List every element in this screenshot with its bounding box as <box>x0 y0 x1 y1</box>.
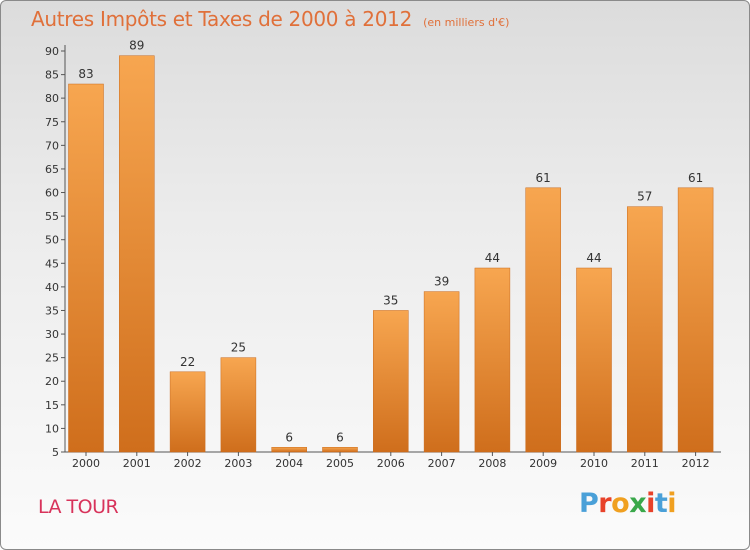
bar <box>119 55 155 453</box>
bar-value-label: 35 <box>383 293 398 307</box>
x-tick-label: 2002 <box>174 457 202 470</box>
bar <box>373 310 409 453</box>
x-tick-label: 2003 <box>224 457 252 470</box>
bar-value-label: 6 <box>336 430 344 444</box>
logo-letter: o <box>611 488 630 519</box>
y-tick-label: 30 <box>45 328 59 341</box>
bar-value-label: 22 <box>180 355 195 369</box>
y-tick-label: 5 <box>52 446 59 459</box>
y-tick-label: 70 <box>45 139 59 152</box>
x-tick-label: 2005 <box>326 457 354 470</box>
bar <box>169 371 206 453</box>
logo-letter: i <box>646 488 655 519</box>
y-tick-label: 15 <box>45 399 59 412</box>
bar <box>271 447 307 453</box>
bar-value-label: 25 <box>231 341 246 355</box>
y-tick-label: 20 <box>45 375 59 388</box>
logo-letter: P <box>579 488 599 519</box>
bar <box>322 447 358 453</box>
chart-title: Autres Impôts et Taxes de 2000 à 2012 <box>31 7 412 31</box>
bar-value-label: 83 <box>78 67 93 81</box>
y-tick-label: 80 <box>45 92 59 105</box>
chart-title-block: Autres Impôts et Taxes de 2000 à 2012 (e… <box>31 7 509 31</box>
x-tick-label: 2006 <box>377 457 405 470</box>
x-tick-label: 2004 <box>275 457 303 470</box>
bar-value-label: 6 <box>285 430 293 444</box>
x-tick-label: 2009 <box>529 457 557 470</box>
logo-letter: x <box>629 488 647 519</box>
y-tick-label: 55 <box>45 210 59 223</box>
bar <box>576 267 612 453</box>
y-tick-label: 85 <box>45 69 59 82</box>
proxiti-logo[interactable]: Proxiti <box>579 488 677 519</box>
bar-value-label: 57 <box>637 190 652 204</box>
y-tick-label: 75 <box>45 116 59 129</box>
bar <box>474 267 511 453</box>
y-tick-label: 65 <box>45 163 59 176</box>
logo-letter: r <box>598 488 612 519</box>
y-tick-label: 50 <box>45 234 59 247</box>
bar-value-label: 39 <box>434 275 449 289</box>
y-tick-label: 10 <box>45 422 59 435</box>
bar <box>68 83 104 453</box>
x-tick-label: 2010 <box>580 457 608 470</box>
bar <box>677 187 714 453</box>
bar-value-label: 61 <box>536 171 551 185</box>
bar <box>525 187 561 453</box>
bar-value-label: 44 <box>586 251 601 265</box>
y-tick-label: 35 <box>45 304 59 317</box>
bar-value-label: 89 <box>129 39 144 53</box>
logo-letter: i <box>667 488 677 519</box>
y-tick-label: 90 <box>45 45 59 58</box>
bar-value-label: 44 <box>485 251 500 265</box>
bar-value-label: 61 <box>688 171 703 185</box>
bar <box>423 291 460 453</box>
y-tick-label: 45 <box>45 257 59 270</box>
x-tick-label: 2008 <box>478 457 506 470</box>
y-tick-label: 25 <box>45 352 59 365</box>
logo-letter: t <box>654 488 668 519</box>
bar <box>627 206 663 453</box>
x-tick-label: 2001 <box>123 457 151 470</box>
x-tick-label: 2007 <box>428 457 456 470</box>
x-tick-label: 2012 <box>682 457 710 470</box>
chart-subtitle: (en milliers d'€) <box>423 16 510 29</box>
y-tick-label: 40 <box>45 281 59 294</box>
y-tick-label: 60 <box>45 187 59 200</box>
x-tick-label: 2011 <box>631 457 659 470</box>
commune-name: LA TOUR <box>38 496 119 518</box>
bar <box>220 357 257 453</box>
x-tick-label: 2000 <box>72 457 100 470</box>
